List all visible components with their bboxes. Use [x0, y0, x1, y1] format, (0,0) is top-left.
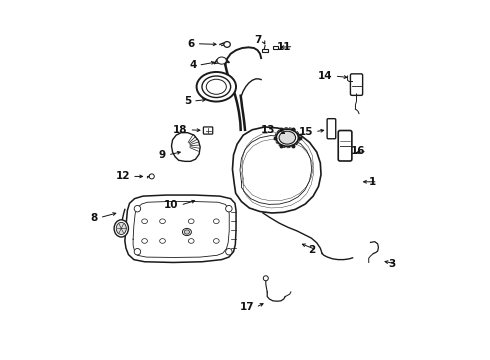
- Ellipse shape: [217, 57, 226, 64]
- Text: 9: 9: [159, 150, 166, 160]
- Ellipse shape: [160, 219, 166, 224]
- FancyBboxPatch shape: [262, 49, 268, 52]
- Circle shape: [134, 206, 141, 212]
- Ellipse shape: [160, 239, 166, 243]
- Text: 13: 13: [261, 125, 275, 135]
- Text: 3: 3: [389, 259, 395, 269]
- Ellipse shape: [276, 129, 298, 146]
- Ellipse shape: [142, 239, 147, 243]
- Text: 2: 2: [308, 245, 315, 255]
- Ellipse shape: [196, 72, 236, 102]
- Ellipse shape: [114, 220, 128, 237]
- Ellipse shape: [142, 219, 147, 224]
- Text: 12: 12: [116, 171, 130, 181]
- Polygon shape: [172, 133, 200, 161]
- Ellipse shape: [224, 41, 230, 47]
- Circle shape: [225, 206, 232, 212]
- Text: 7: 7: [254, 35, 261, 45]
- Polygon shape: [125, 195, 236, 262]
- Text: 16: 16: [351, 146, 365, 156]
- Text: 15: 15: [298, 127, 313, 136]
- Text: 14: 14: [318, 71, 333, 81]
- Text: 17: 17: [239, 302, 254, 312]
- FancyBboxPatch shape: [273, 46, 278, 49]
- Ellipse shape: [214, 239, 219, 243]
- FancyBboxPatch shape: [350, 74, 363, 95]
- Text: 5: 5: [184, 96, 191, 106]
- Ellipse shape: [116, 222, 126, 234]
- Text: 4: 4: [189, 60, 196, 70]
- Circle shape: [134, 248, 141, 255]
- Text: 11: 11: [277, 42, 292, 51]
- FancyBboxPatch shape: [327, 119, 336, 139]
- Text: 1: 1: [368, 177, 376, 187]
- Ellipse shape: [202, 76, 231, 98]
- Circle shape: [225, 248, 232, 255]
- Ellipse shape: [188, 239, 194, 243]
- Text: 8: 8: [91, 213, 98, 222]
- Ellipse shape: [214, 219, 219, 224]
- Circle shape: [263, 276, 269, 281]
- Text: 10: 10: [164, 200, 179, 210]
- Ellipse shape: [182, 228, 192, 235]
- Circle shape: [149, 174, 154, 179]
- Ellipse shape: [206, 79, 226, 94]
- Ellipse shape: [279, 131, 295, 144]
- Polygon shape: [232, 127, 321, 213]
- Text: 18: 18: [173, 125, 188, 135]
- FancyBboxPatch shape: [203, 127, 213, 134]
- Text: 6: 6: [188, 39, 195, 49]
- Ellipse shape: [188, 219, 194, 224]
- Ellipse shape: [184, 230, 190, 234]
- FancyBboxPatch shape: [338, 131, 352, 161]
